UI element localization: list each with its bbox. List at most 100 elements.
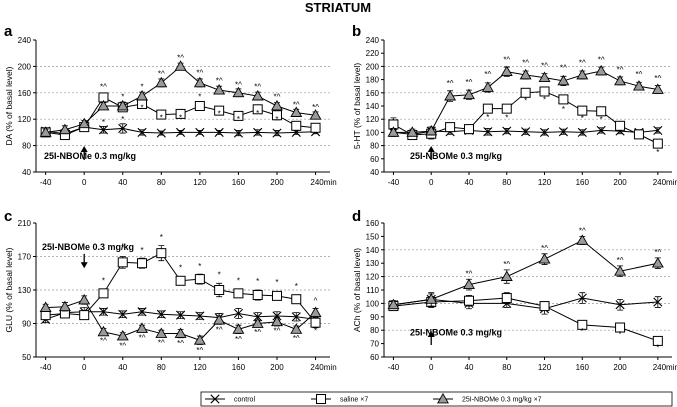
significance-mark: * bbox=[256, 109, 259, 118]
panel-label: a bbox=[4, 23, 13, 40]
data-point bbox=[271, 110, 282, 121]
y-axis-label: ACh (% of basal level) bbox=[352, 248, 362, 332]
y-tick-label: 200 bbox=[366, 62, 380, 71]
significance-mark: *^ bbox=[598, 55, 605, 64]
y-tick-label: 50 bbox=[22, 353, 31, 362]
significance-mark: *^ bbox=[617, 256, 624, 265]
y-tick-label: 60 bbox=[370, 353, 379, 362]
significance-mark: * bbox=[581, 327, 584, 336]
y-tick-label: 120 bbox=[18, 115, 32, 124]
y-tick-label: 140 bbox=[366, 246, 380, 255]
x-tick-label: 40 bbox=[465, 363, 474, 372]
data-point bbox=[577, 105, 588, 116]
y-tick-label: 80 bbox=[22, 142, 31, 151]
data-point bbox=[463, 124, 474, 135]
panel-label: d bbox=[352, 208, 361, 225]
y-tick-label: 210 bbox=[18, 219, 32, 228]
y-tick-label: 80 bbox=[370, 326, 379, 335]
x-tick-label: 160 bbox=[232, 178, 246, 187]
y-tick-label: 40 bbox=[22, 168, 31, 177]
data-point bbox=[387, 298, 400, 310]
significance-mark: *^ bbox=[541, 244, 548, 253]
x-tick-label: 80 bbox=[157, 178, 166, 187]
significance-mark: *^ bbox=[466, 78, 473, 87]
data-point bbox=[291, 120, 302, 131]
y-tick-label: 140 bbox=[366, 102, 380, 111]
data-point bbox=[98, 307, 109, 317]
significance-mark: * bbox=[121, 92, 124, 101]
y-tick-label: 90 bbox=[370, 313, 379, 322]
data-point bbox=[271, 315, 283, 327]
significance-mark: * bbox=[656, 148, 659, 157]
x-tick-label: 40 bbox=[465, 178, 474, 187]
triangle-icon bbox=[437, 392, 449, 404]
significance-mark: * bbox=[600, 115, 603, 124]
data-point bbox=[520, 87, 531, 98]
significance-mark: *^ bbox=[579, 227, 586, 236]
significance-mark: *^ bbox=[235, 81, 242, 90]
data-point bbox=[271, 290, 282, 301]
data-point bbox=[633, 129, 644, 140]
y-tick-label: 170 bbox=[18, 253, 32, 262]
data-point bbox=[232, 86, 245, 98]
x-tick-label: 240min bbox=[653, 363, 677, 372]
significance-mark: * bbox=[121, 244, 124, 253]
figure-title: STRIATUM bbox=[305, 0, 371, 15]
data-point bbox=[233, 110, 244, 121]
y-tick-label: 90 bbox=[22, 320, 31, 329]
y-tick-label: 160 bbox=[18, 89, 32, 98]
data-point bbox=[118, 123, 128, 134]
data-point bbox=[652, 138, 663, 149]
data-point bbox=[156, 309, 166, 319]
data-point bbox=[501, 103, 512, 114]
data-point bbox=[233, 128, 244, 138]
data-point bbox=[116, 99, 129, 111]
significance-mark: *^ bbox=[216, 326, 223, 335]
data-point bbox=[309, 109, 322, 120]
significance-mark: * bbox=[486, 113, 489, 122]
x-tick-label: 120 bbox=[538, 178, 552, 187]
data-point bbox=[615, 300, 625, 310]
significance-mark: * bbox=[581, 114, 584, 123]
injection-arrowhead bbox=[80, 262, 88, 269]
data-point bbox=[176, 310, 186, 320]
data-point bbox=[214, 285, 225, 295]
panel-d: d 60 70 80 90 100 110 120 130 140 150 160 -40 0 40 80 12… bbox=[352, 208, 677, 372]
data-point bbox=[175, 275, 186, 286]
significance-mark: *^ bbox=[158, 69, 165, 78]
significance-mark: *^ bbox=[541, 61, 548, 70]
significance-mark: * bbox=[179, 114, 182, 123]
significance-mark: * bbox=[140, 104, 143, 113]
data-point bbox=[233, 308, 244, 319]
data-point bbox=[595, 64, 608, 76]
significance-mark: *^ bbox=[503, 260, 510, 269]
data-point bbox=[155, 327, 168, 338]
y-tick-label: 160 bbox=[366, 219, 380, 228]
data-point bbox=[252, 290, 263, 301]
significance-mark: *^ bbox=[139, 333, 146, 342]
y-tick-label: 240 bbox=[366, 36, 380, 45]
x-tick-label: 80 bbox=[502, 363, 511, 372]
square-icon bbox=[316, 394, 326, 404]
significance-mark: *^ bbox=[177, 339, 184, 348]
data-point bbox=[117, 257, 128, 268]
data-point bbox=[79, 310, 90, 321]
y-tick-label: 200 bbox=[18, 62, 32, 71]
data-point bbox=[539, 301, 550, 312]
data-point bbox=[271, 99, 283, 111]
data-point bbox=[156, 248, 167, 259]
significance-mark: *^ bbox=[579, 59, 586, 68]
significance-mark: * bbox=[160, 114, 163, 123]
significance-mark: *^ bbox=[560, 63, 567, 72]
data-point bbox=[444, 89, 457, 101]
data-point bbox=[193, 76, 206, 88]
data-point bbox=[253, 312, 263, 322]
data-point bbox=[213, 314, 226, 325]
panel-a: a 40 80 120 160 200 240 -40 0 40 80 120 160 200 240min… bbox=[4, 23, 337, 187]
x-tick-label: 240min bbox=[310, 363, 336, 372]
data-point bbox=[539, 127, 550, 137]
data-point bbox=[538, 253, 551, 264]
data-point bbox=[136, 89, 149, 101]
significance-mark: *^ bbox=[522, 59, 529, 68]
data-point bbox=[174, 327, 187, 338]
